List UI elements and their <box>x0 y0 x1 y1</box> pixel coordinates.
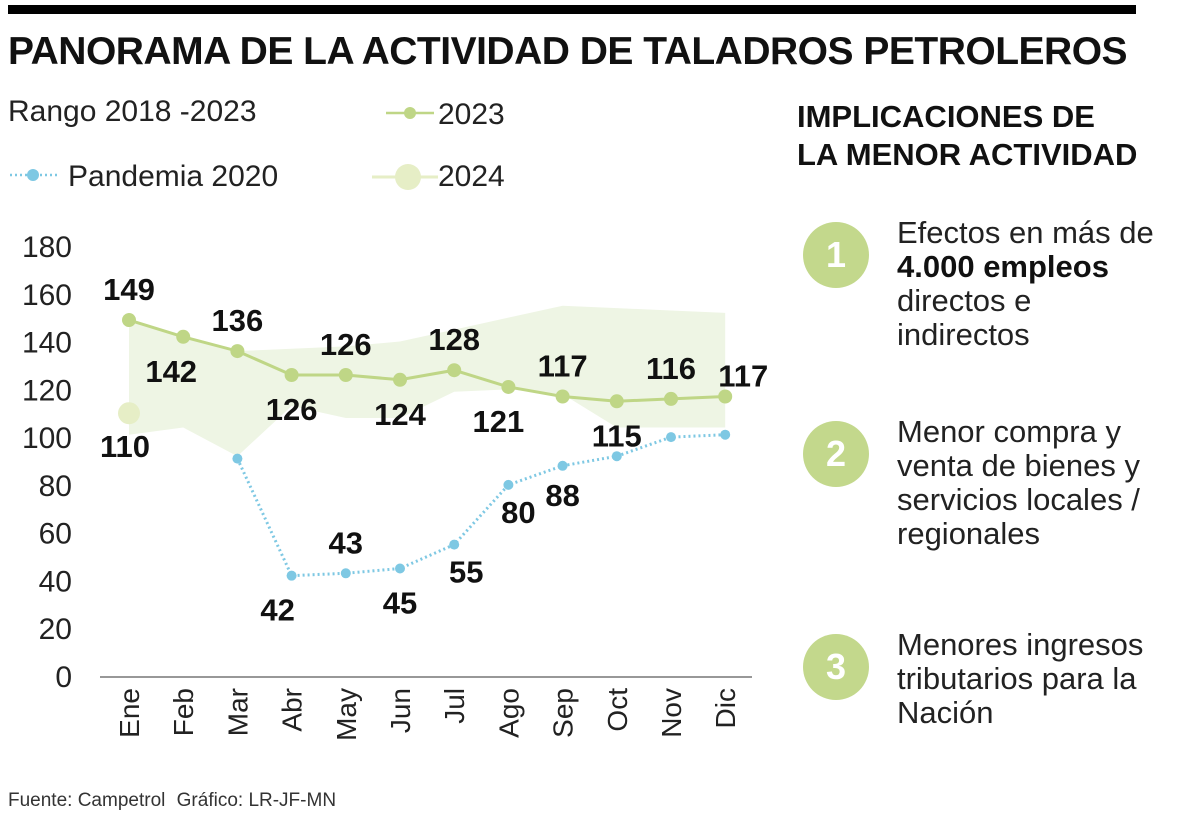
series-2023-line <box>128 318 726 403</box>
pandemia-2020-point <box>340 568 351 579</box>
series-2023-data-label: 115 <box>592 418 642 453</box>
pandemia-2020-point <box>611 451 622 462</box>
legend-pandemia-label: Pandemia 2020 <box>68 160 279 193</box>
pandemia-2020-point <box>666 432 676 443</box>
pandemia-2020-data-label: 45 <box>383 586 417 621</box>
series-2023-point <box>555 389 570 404</box>
x-tick-label: Abr <box>277 688 308 732</box>
series-2023-point <box>501 379 516 394</box>
series-2023-point <box>338 368 353 382</box>
series-2023-data-label: 136 <box>212 303 264 338</box>
implication-text: Efectos en más de 4.000 empleos directos… <box>897 216 1197 352</box>
series-2023-point <box>122 313 136 328</box>
pandemia-2020-data-label: 88 <box>545 478 579 513</box>
y-tick-label: 80 <box>39 470 72 503</box>
legend-2023-label: 2023 <box>438 98 505 131</box>
series-2023-data-label: 117 <box>718 359 768 394</box>
implication-text: Menores ingresos tributarios para la Nac… <box>897 627 1144 730</box>
number-badge: 2 <box>803 421 869 487</box>
y-tick-label: 60 <box>39 518 72 551</box>
series-2023-data-label: 121 <box>473 404 525 439</box>
number-badge: 1 <box>803 222 869 288</box>
pandemia-2020-point <box>395 563 405 574</box>
series-2023-point <box>393 372 407 387</box>
x-tick-label: May <box>331 688 362 741</box>
y-tick-label: 20 <box>39 613 72 646</box>
series-2023-data-label: 128 <box>428 322 480 357</box>
pandemia-2020-data-label: 43 <box>329 525 363 560</box>
y-tick-label: 160 <box>22 279 72 312</box>
pandemia-2020-data-label: 42 <box>260 593 294 628</box>
x-tick-label: Nov <box>656 688 687 738</box>
series-2023-point <box>447 363 462 378</box>
series-2023-point <box>230 344 245 359</box>
series-2023-data-label: 124 <box>374 397 426 432</box>
line-chart: 0 20 40 60 80 100 120 140 160 180 Ene Feb Mar Abr May J… <box>22 231 768 741</box>
series-2023-point <box>176 329 191 344</box>
series-2023-point <box>718 389 733 404</box>
pandemia-2020-data-label: 55 <box>449 555 483 590</box>
pandemia-2020-point <box>503 479 514 490</box>
series-2023-point <box>664 391 678 406</box>
x-tick-label: Jul <box>439 688 470 724</box>
top-rule <box>8 5 1136 14</box>
pandemia-2020-point <box>557 460 568 471</box>
source-credit: Fuente: Campetrol <box>8 790 166 811</box>
series-2023-data-label: 126 <box>320 327 372 362</box>
implication-text: Menor compra y venta de bienes y servici… <box>897 414 1141 551</box>
side-title-line1: IMPLICACIONES DE <box>797 99 1095 134</box>
implication-text-post: directos e indirectos <box>897 283 1032 352</box>
series-2024-data-label: 110 <box>100 429 150 464</box>
side-title-line2: LA MENOR ACTIVIDAD <box>797 137 1138 172</box>
legend-2024-swatch <box>372 164 438 190</box>
x-tick-label: Sep <box>548 688 579 738</box>
series-2023-data-label: 126 <box>266 392 318 427</box>
y-tick-label: 40 <box>39 565 72 598</box>
series-2023-point <box>284 368 299 382</box>
pandemia-2020-point <box>232 453 243 464</box>
y-tick-label: 140 <box>22 327 72 360</box>
number-badge: 3 <box>803 634 869 700</box>
y-tick-label: 120 <box>22 374 72 407</box>
y-tick-label: 0 <box>55 661 72 694</box>
pandemia-2020-point <box>720 429 731 440</box>
legend-2023-swatch <box>386 107 434 119</box>
series-2023-data-label: 142 <box>145 354 197 389</box>
x-tick-label: Feb <box>168 688 199 736</box>
x-tick-label: Oct <box>602 688 633 732</box>
x-tick-label: Mar <box>222 688 253 736</box>
x-tick-label: Jun <box>385 688 416 733</box>
graphic-credit: Gráfico: LR-JF-MN <box>176 790 337 811</box>
chart-title: PANORAMA DE LA ACTIVIDAD DE TALADROS PET… <box>8 30 1128 73</box>
pandemia-2020-point <box>449 539 460 550</box>
footer: Fuente: Campetrol Gráfico: LR-JF-MN <box>8 790 336 812</box>
series-2024-point <box>118 402 140 425</box>
legend-2024-label: 2024 <box>438 160 505 193</box>
series-2023-data-label: 117 <box>538 349 588 384</box>
implication-text-pre: Efectos en más de <box>897 215 1154 250</box>
series-2023-data-label: 149 <box>103 272 155 307</box>
pandemia-2020-data-label: 80 <box>501 495 535 530</box>
x-tick-label: Dic <box>710 688 741 728</box>
series-2023-data-label: 116 <box>646 351 696 386</box>
series-2023-point <box>609 394 624 409</box>
x-tick-label: Ene <box>114 688 145 738</box>
y-tick-label: 180 <box>22 231 72 264</box>
implication-text-bold: 4.000 empleos <box>897 249 1109 284</box>
pandemia-2020-point <box>286 570 297 581</box>
pandemia-2020-line <box>236 433 726 578</box>
range-band-area <box>129 305 726 457</box>
x-tick-label: Ago <box>493 688 524 738</box>
legend-pandemia-swatch <box>10 169 60 181</box>
side-panel-title: IMPLICACIONES DE LA MENOR ACTIVIDAD <box>797 98 1137 174</box>
legend-range-label: Rango 2018 -2023 <box>8 95 257 128</box>
y-tick-label: 100 <box>22 422 72 455</box>
